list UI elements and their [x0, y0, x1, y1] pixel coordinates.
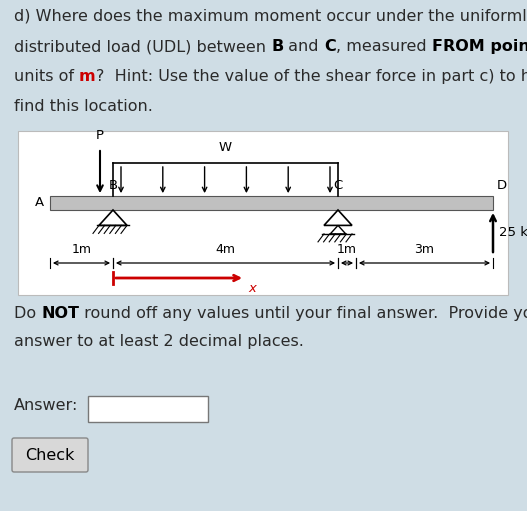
Text: B: B	[271, 39, 284, 54]
Text: d) Where does the maximum moment occur under the uniformly: d) Where does the maximum moment occur u…	[14, 9, 527, 24]
Text: D: D	[497, 179, 507, 192]
Text: B: B	[109, 179, 118, 192]
Text: P: P	[96, 129, 104, 142]
Text: C: C	[324, 39, 336, 54]
Text: 3m: 3m	[415, 243, 434, 256]
Text: W: W	[218, 141, 231, 154]
Text: x: x	[248, 282, 256, 295]
Text: 25 kN: 25 kN	[499, 226, 527, 239]
Text: units of: units of	[14, 69, 79, 84]
Text: C: C	[334, 179, 343, 192]
Text: distributed load (UDL) between: distributed load (UDL) between	[14, 39, 271, 54]
Text: ?  Hint: Use the value of the shear force in part c) to help you: ? Hint: Use the value of the shear force…	[96, 69, 527, 84]
Text: , measured: , measured	[336, 39, 432, 54]
Bar	[50, 196, 493, 210]
Text: A: A	[35, 197, 44, 210]
Text: 4m: 4m	[216, 243, 236, 256]
Text: NOT: NOT	[41, 306, 79, 321]
Bar	[18, 131, 508, 295]
Bar	[88, 396, 208, 422]
Polygon shape	[99, 210, 127, 225]
Text: and: and	[284, 39, 324, 54]
Text: Check: Check	[25, 448, 75, 462]
Text: m: m	[79, 69, 96, 84]
Text: FROM point B: FROM point B	[432, 39, 527, 54]
Text: Do: Do	[14, 306, 41, 321]
Text: answer to at least 2 decimal places.: answer to at least 2 decimal places.	[14, 334, 304, 349]
Text: Answer:: Answer:	[14, 398, 79, 413]
Polygon shape	[324, 210, 352, 225]
Text: round off any values until your final answer.  Provide your: round off any values until your final an…	[79, 306, 527, 321]
Text: 1m: 1m	[72, 243, 92, 256]
Polygon shape	[330, 225, 346, 234]
FancyBboxPatch shape	[12, 438, 88, 472]
Text: 1m: 1m	[337, 243, 357, 256]
Text: find this location.: find this location.	[14, 99, 153, 114]
